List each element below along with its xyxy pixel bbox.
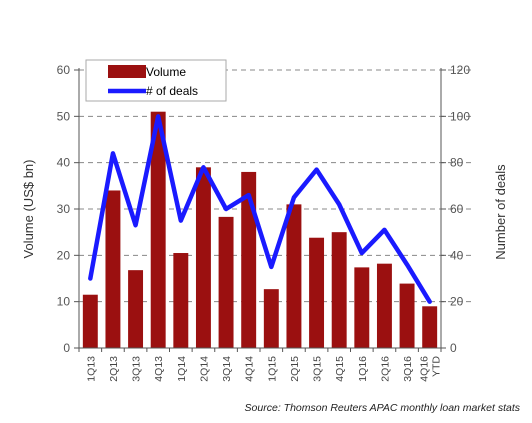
x-tick-label: 4Q15 [334,356,346,382]
bar-4Q15 [331,232,347,348]
y-tick-label: 40 [57,156,71,170]
bar-1Q16 [354,267,370,348]
gridlines [79,69,471,303]
y-tick-label: 60 [57,63,71,77]
deals-line-path [88,114,432,304]
legend-box [85,59,227,102]
bar-3Q16 [399,283,415,348]
bar-1Q13 [82,294,98,348]
x-tick-label: 1Q13 [85,356,97,382]
y2-tick-label: 40 [450,248,464,262]
legend: Volume # of deals [85,59,227,102]
bar-3Q13 [128,270,144,348]
bar-3Q14 [218,216,234,348]
x-tick-label: 1Q14 [176,356,188,382]
x-tick-label: 3Q16 [402,356,414,382]
right-axis-ticks: 0 20 40 60 80 100 120 [441,63,470,355]
source-note: Source: Thomson Reuters APAC monthly loa… [244,402,520,414]
x-axis-ticks: 1Q13 2Q13 3Q13 4Q13 1Q14 2Q14 3Q14 4Q14 1Q15 2Q15… [85,356,442,382]
legend-label-deals: # of deals [146,84,198,98]
y-tick-label: 20 [57,248,71,262]
legend-label-volume: Volume [146,65,186,79]
y-axis-title: Volume (US$ bn) [21,160,36,259]
left-axis-ticks: 0 10 20 30 40 50 60 [57,63,79,355]
x-tick-label: 1Q15 [266,356,278,382]
x-tick-label: 2Q15 [289,356,301,382]
bar-1Q14 [173,253,189,348]
x-tick-label: 2Q16 [379,356,391,382]
bar-4Q14 [241,171,257,348]
y-tick-label: 0 [63,341,70,355]
y-tick-label: 10 [57,295,71,309]
x-tick-label: 2Q14 [198,356,210,382]
x-tick-label: 4Q14 [244,356,256,382]
y-tick-label: 50 [57,109,71,123]
bar-2Q14 [195,167,211,348]
volume-bars [82,111,438,348]
y2-tick-label: 100 [450,109,470,123]
x-tick-label: 3Q14 [221,356,233,382]
bar-3Q15 [309,237,325,348]
bar-2Q13 [105,190,121,348]
bar-4Q13 [150,111,166,348]
y2-tick-label: 0 [450,341,457,355]
y2-axis-title: Number of deals [493,164,508,260]
bar-2Q15 [286,204,302,348]
y-tick-label: 30 [57,202,71,216]
y2-tick-label: 80 [450,156,464,170]
bar-2Q16 [376,263,392,348]
y2-tick-label: 20 [450,295,464,309]
legend-swatch-volume [108,65,146,78]
x-tick-label: 1Q16 [357,356,369,382]
x-tick-label: YTD [431,356,443,377]
y2-tick-label: 60 [450,202,464,216]
bar-1Q15 [263,289,279,348]
x-tick-label: 3Q13 [131,356,143,382]
x-tick-label: 2Q13 [108,356,120,382]
deals-line [88,114,432,304]
x-tick-label: 4Q16 [419,356,431,382]
y2-tick-label: 120 [450,63,470,77]
bar-4Q16-YTD [422,306,438,348]
x-tick-label: 3Q15 [312,356,324,382]
x-tick-label: 4Q13 [153,356,165,382]
